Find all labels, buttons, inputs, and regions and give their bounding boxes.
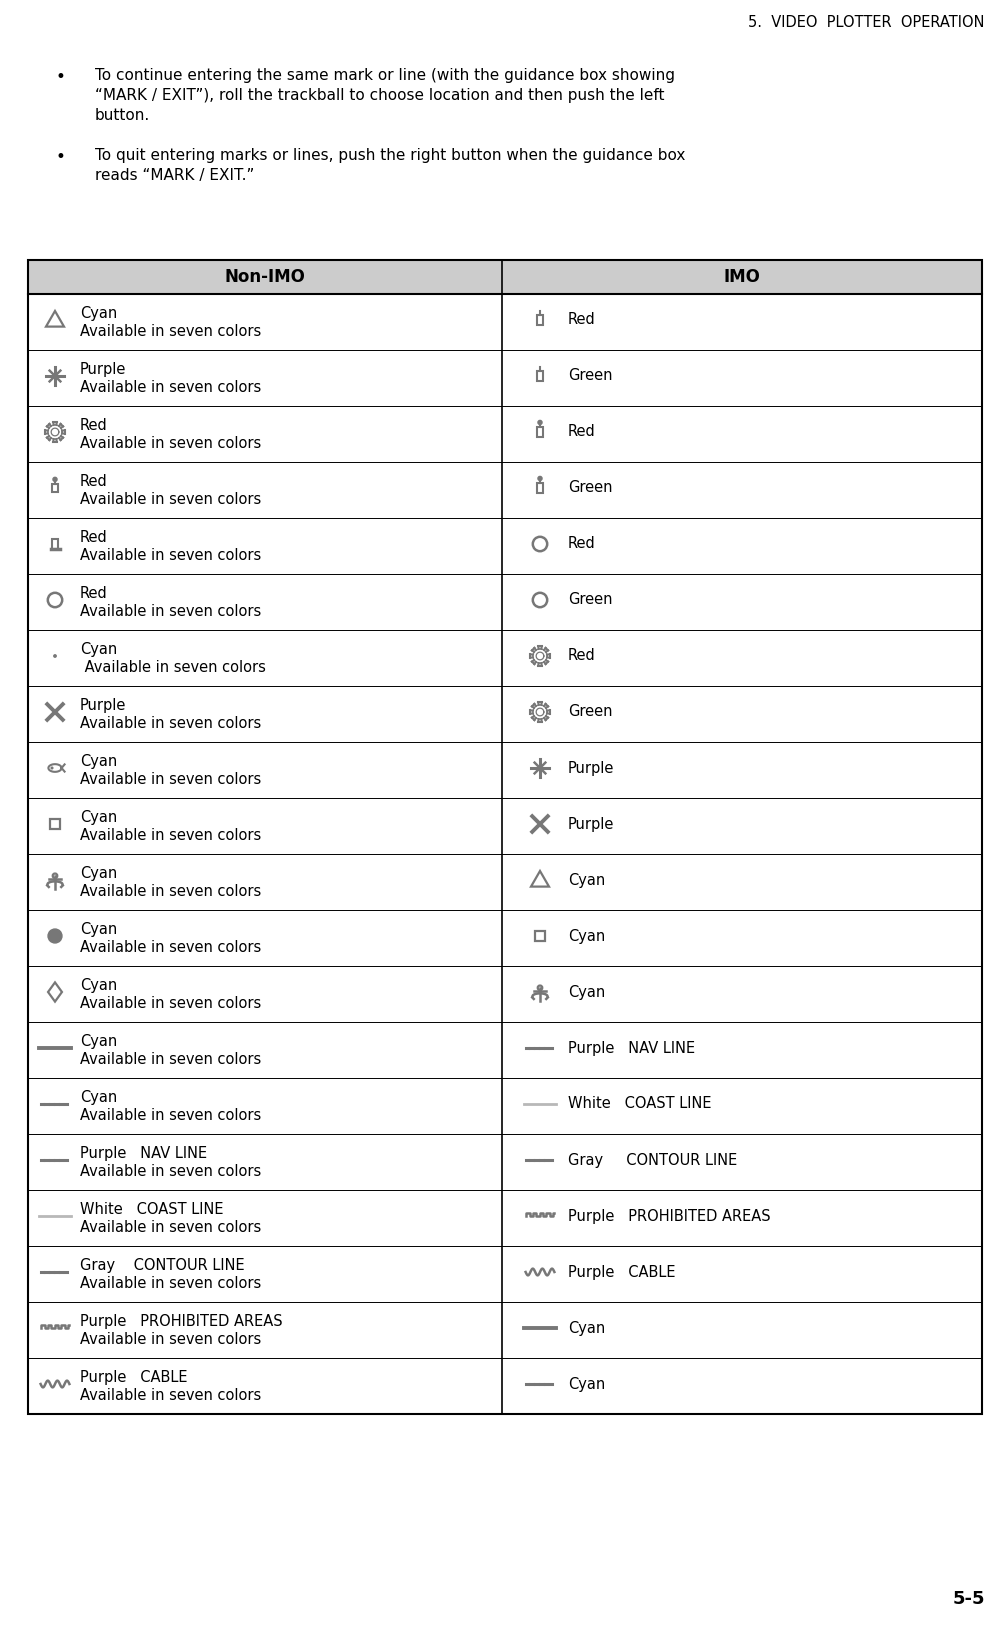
Text: Available in seven colors: Available in seven colors xyxy=(80,604,261,619)
Text: Green: Green xyxy=(568,480,612,496)
Text: Cyan: Cyan xyxy=(80,867,118,881)
Text: Available in seven colors: Available in seven colors xyxy=(80,1332,261,1346)
Bar xyxy=(537,428,544,437)
Text: Available in seven colors: Available in seven colors xyxy=(80,325,261,339)
Circle shape xyxy=(48,929,62,943)
Text: Red: Red xyxy=(568,424,596,439)
Text: Available in seven colors: Available in seven colors xyxy=(80,436,261,450)
Text: Non-IMO: Non-IMO xyxy=(224,268,306,286)
Text: Cyan: Cyan xyxy=(568,929,605,943)
Text: Gray    CONTOUR LINE: Gray CONTOUR LINE xyxy=(80,1258,244,1273)
Text: Green: Green xyxy=(568,705,612,720)
Text: Red: Red xyxy=(80,530,108,545)
Text: Cyan: Cyan xyxy=(80,978,118,992)
Bar xyxy=(537,315,544,325)
Text: Cyan: Cyan xyxy=(80,307,118,322)
Text: Available in seven colors: Available in seven colors xyxy=(80,885,261,899)
Text: Purple: Purple xyxy=(80,698,127,713)
Text: Purple: Purple xyxy=(568,816,614,831)
Text: Red: Red xyxy=(568,312,596,328)
Text: Red: Red xyxy=(568,537,596,552)
Text: “MARK / EXIT”), roll the trackball to choose location and then push the left: “MARK / EXIT”), roll the trackball to ch… xyxy=(95,88,664,103)
Text: Available in seven colors: Available in seven colors xyxy=(80,548,261,563)
Text: Available in seven colors: Available in seven colors xyxy=(80,772,261,787)
Text: Available in seven colors: Available in seven colors xyxy=(80,1387,261,1404)
Text: Available in seven colors: Available in seven colors xyxy=(80,1276,261,1291)
Text: Purple   NAV LINE: Purple NAV LINE xyxy=(80,1146,207,1160)
Bar xyxy=(28,259,982,1413)
Bar xyxy=(52,483,58,493)
Bar xyxy=(537,483,544,493)
Text: Cyan: Cyan xyxy=(80,1090,118,1105)
Text: Purple   PROHIBITED AREAS: Purple PROHIBITED AREAS xyxy=(568,1209,771,1224)
Text: Cyan: Cyan xyxy=(568,984,605,999)
Text: To continue entering the same mark or line (with the guidance box showing: To continue entering the same mark or li… xyxy=(95,69,675,83)
Text: Gray     CONTOUR LINE: Gray CONTOUR LINE xyxy=(568,1152,738,1167)
Circle shape xyxy=(51,767,53,769)
Text: Cyan: Cyan xyxy=(568,1376,605,1392)
Text: Purple   CABLE: Purple CABLE xyxy=(568,1265,675,1279)
Text: Cyan: Cyan xyxy=(80,1035,118,1049)
Text: Available in seven colors: Available in seven colors xyxy=(80,380,261,395)
Text: Available in seven colors: Available in seven colors xyxy=(80,827,261,844)
Text: Available in seven colors: Available in seven colors xyxy=(80,659,266,676)
Text: Green: Green xyxy=(568,592,612,607)
Text: Available in seven colors: Available in seven colors xyxy=(80,1164,261,1178)
Text: Cyan: Cyan xyxy=(80,754,118,769)
Text: Red: Red xyxy=(80,418,108,432)
Text: reads “MARK / EXIT.”: reads “MARK / EXIT.” xyxy=(95,168,254,183)
Text: Cyan: Cyan xyxy=(80,809,118,826)
Text: 5-5: 5-5 xyxy=(953,1590,985,1608)
Text: Purple   PROHIBITED AREAS: Purple PROHIBITED AREAS xyxy=(80,1314,282,1328)
Text: Cyan: Cyan xyxy=(568,1320,605,1335)
Text: Available in seven colors: Available in seven colors xyxy=(80,491,261,508)
Text: Cyan: Cyan xyxy=(80,641,118,658)
Text: Purple: Purple xyxy=(568,761,614,775)
Circle shape xyxy=(54,654,56,658)
Circle shape xyxy=(538,421,542,424)
Text: Available in seven colors: Available in seven colors xyxy=(80,940,261,955)
Bar xyxy=(537,370,544,382)
Text: 5.  VIDEO  PLOTTER  OPERATION: 5. VIDEO PLOTTER OPERATION xyxy=(749,15,985,29)
Text: Purple   NAV LINE: Purple NAV LINE xyxy=(568,1041,695,1056)
Circle shape xyxy=(53,477,57,481)
Text: White   COAST LINE: White COAST LINE xyxy=(80,1203,223,1217)
Text: Available in seven colors: Available in seven colors xyxy=(80,1053,261,1067)
Text: Purple   CABLE: Purple CABLE xyxy=(80,1369,188,1386)
Text: White   COAST LINE: White COAST LINE xyxy=(568,1097,712,1111)
Text: Available in seven colors: Available in seven colors xyxy=(80,1108,261,1123)
Text: IMO: IMO xyxy=(724,268,761,286)
Text: Green: Green xyxy=(568,369,612,384)
Text: Available in seven colors: Available in seven colors xyxy=(80,716,261,731)
Text: •: • xyxy=(56,149,66,166)
Text: •: • xyxy=(56,69,66,86)
Text: Available in seven colors: Available in seven colors xyxy=(80,1221,261,1235)
Bar xyxy=(535,930,546,942)
Text: Red: Red xyxy=(568,648,596,664)
Text: Red: Red xyxy=(80,473,108,490)
Circle shape xyxy=(538,477,542,480)
Text: Cyan: Cyan xyxy=(80,922,118,937)
Text: To quit entering marks or lines, push the right button when the guidance box: To quit entering marks or lines, push th… xyxy=(95,149,685,163)
Text: Available in seven colors: Available in seven colors xyxy=(80,996,261,1010)
Bar xyxy=(51,539,58,550)
Text: Red: Red xyxy=(80,586,108,601)
Bar xyxy=(28,259,982,294)
Text: Cyan: Cyan xyxy=(568,873,605,888)
Text: button.: button. xyxy=(95,108,151,122)
Bar xyxy=(49,819,60,829)
Text: Purple: Purple xyxy=(80,362,127,377)
